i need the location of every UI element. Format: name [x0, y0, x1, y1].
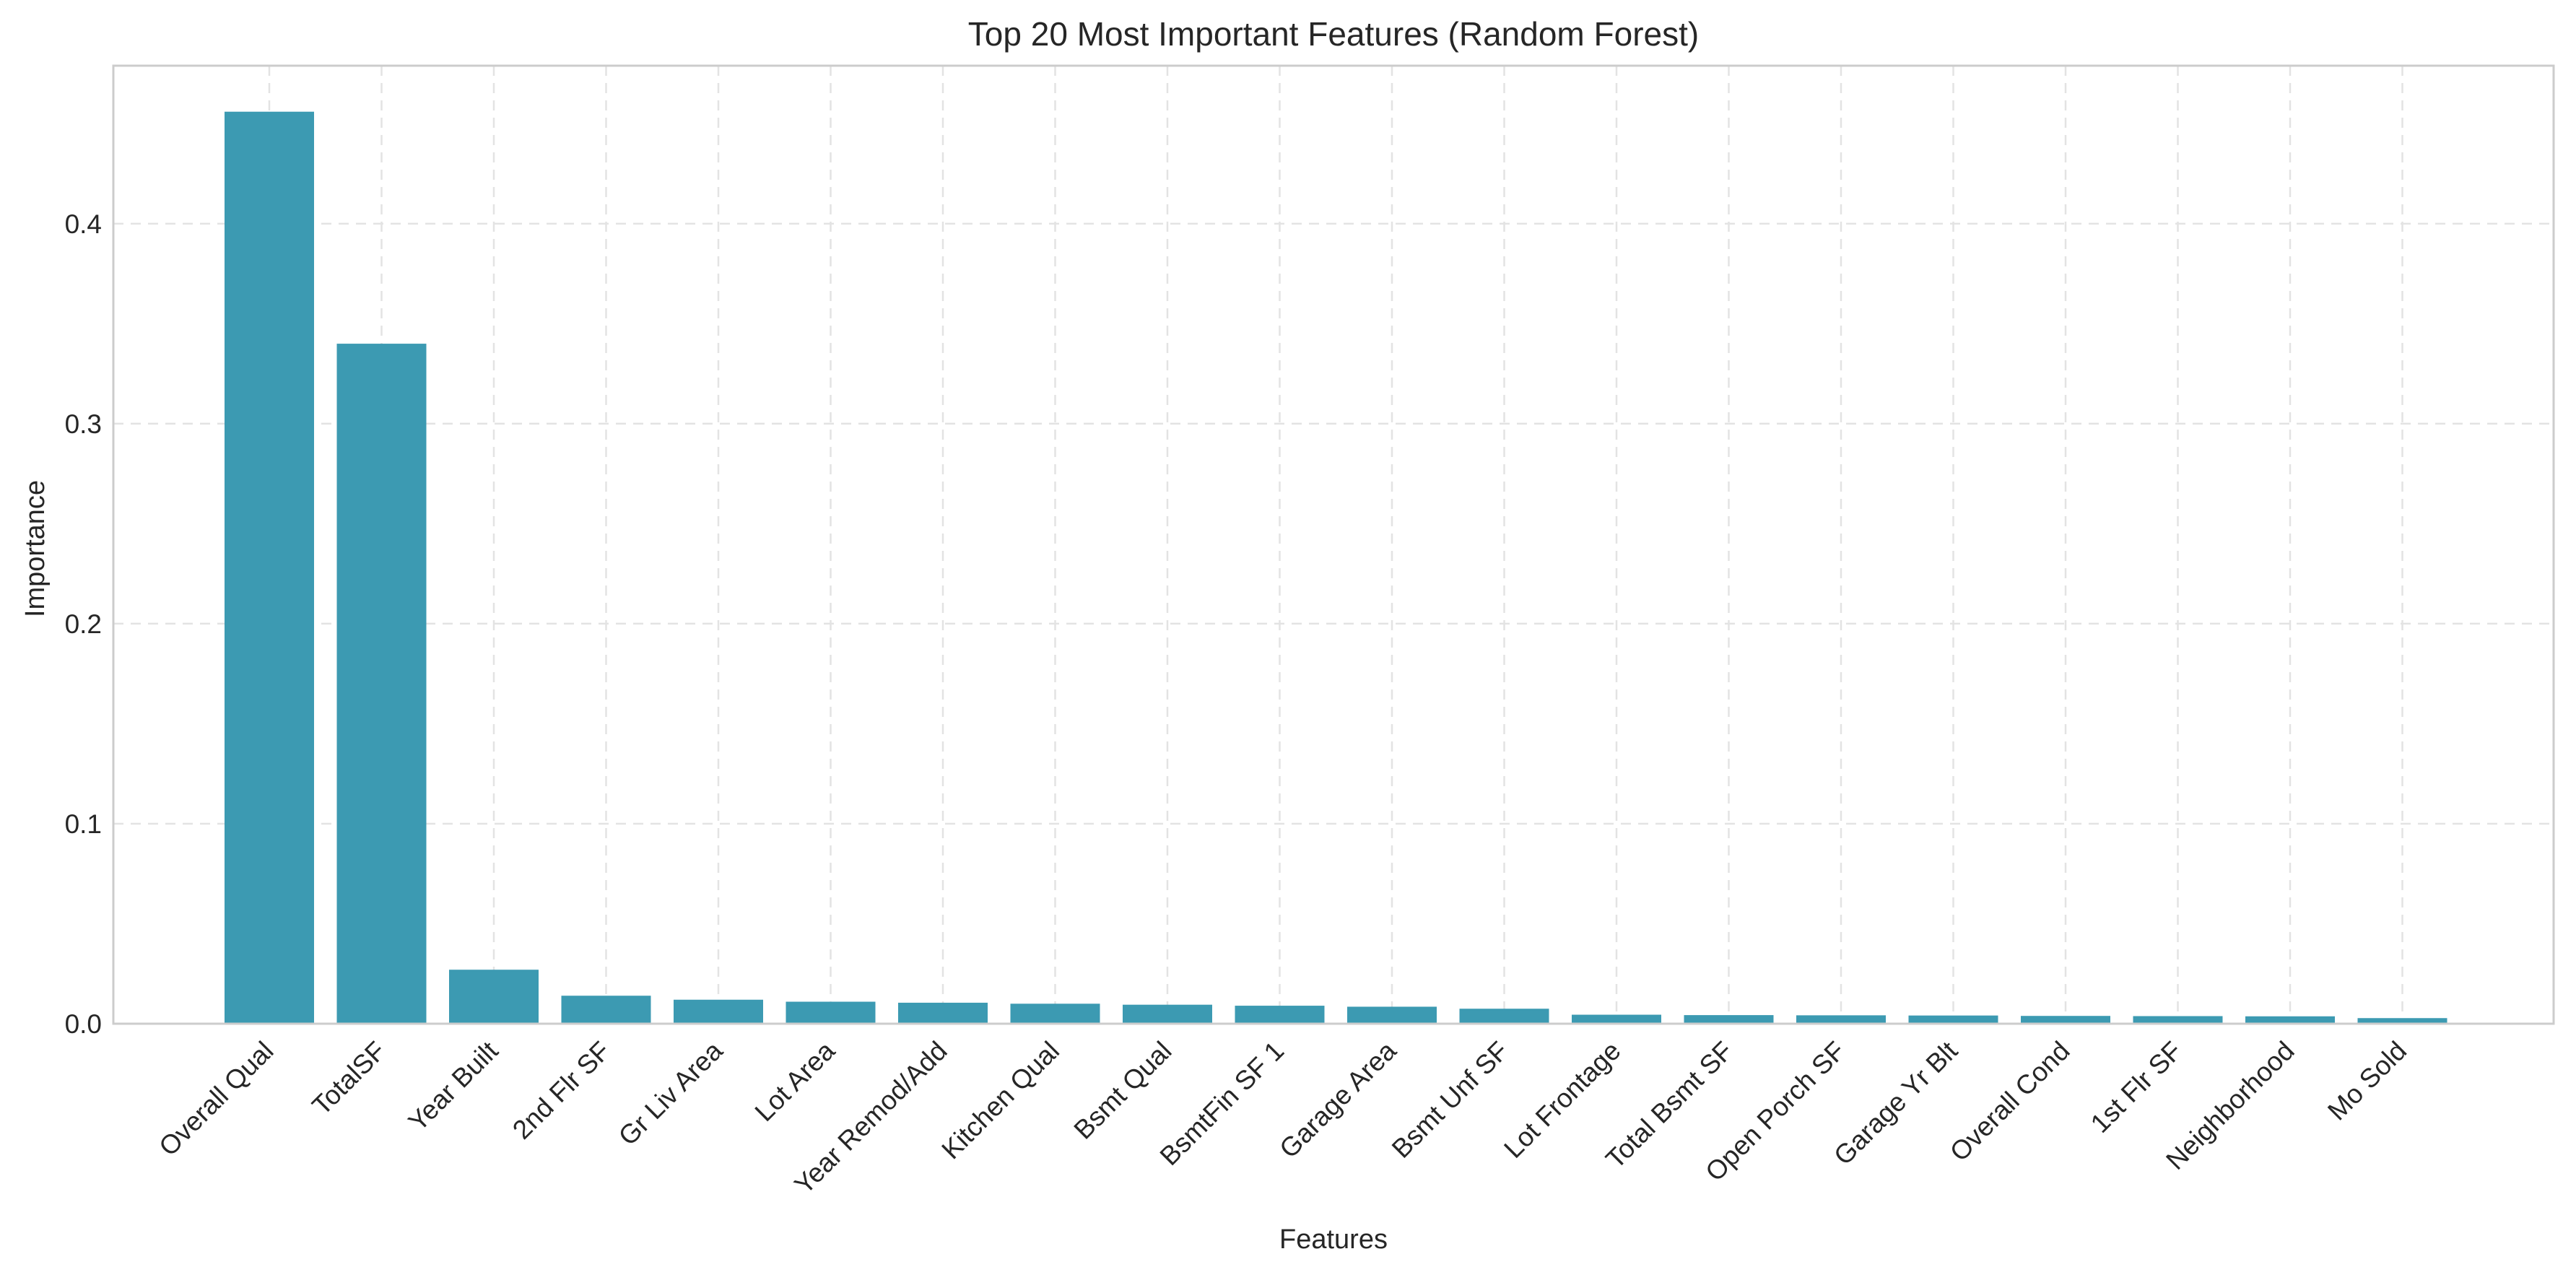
x-tick-label: TotalSF	[306, 1036, 391, 1121]
bar	[449, 970, 539, 1024]
bar	[898, 1002, 988, 1024]
bar	[2245, 1016, 2335, 1024]
x-tick-label: Overall Cond	[1944, 1036, 2076, 1167]
bar	[1459, 1009, 1549, 1024]
x-tick-label: Garage Area	[1274, 1035, 1402, 1164]
bar	[786, 1001, 876, 1024]
bar	[1908, 1015, 1998, 1024]
x-tick-label: Gr Liv Area	[613, 1035, 728, 1151]
x-tick-label: Bsmt Unf SF	[1386, 1036, 1514, 1164]
bar	[2021, 1016, 2110, 1024]
x-tick-label: Mo Sold	[2322, 1036, 2412, 1126]
y-tick-label: 0.2	[65, 609, 102, 639]
bar	[225, 111, 314, 1024]
bar	[1796, 1015, 1886, 1024]
x-tick-label: Kitchen Qual	[936, 1036, 1065, 1165]
bar	[2133, 1016, 2223, 1024]
bar	[1572, 1014, 1661, 1024]
x-tick-label: Lot Frontage	[1498, 1036, 1626, 1164]
x-axis-ticks: Overall Qual TotalSF Year Built 2nd Flr SFG…	[153, 1035, 2412, 1200]
x-tick-label: 2nd Flr SF	[507, 1036, 616, 1145]
bar	[1347, 1006, 1437, 1024]
bar	[1235, 1006, 1325, 1024]
plot-area-frame	[112, 64, 2555, 1025]
x-tick-label: 1st Flr SF	[2085, 1036, 2188, 1138]
bar	[1123, 1004, 1212, 1024]
bar	[674, 999, 763, 1024]
x-axis-label: Features	[1279, 1224, 1388, 1255]
bar	[1010, 1003, 1100, 1024]
bars	[225, 111, 2447, 1024]
bar	[1684, 1015, 1774, 1024]
bar	[2357, 1018, 2447, 1024]
y-tick-label: 0.1	[65, 809, 102, 839]
x-tick-label: Year Built	[403, 1035, 505, 1137]
y-tick-label: 0.0	[65, 1009, 102, 1039]
y-tick-label: 0.3	[65, 409, 102, 439]
x-tick-label: Overall Qual	[153, 1036, 279, 1162]
y-tick-label: 0.4	[65, 209, 102, 239]
chart-title: Top 20 Most Important Features (Random F…	[968, 15, 1699, 53]
x-tick-label: Bsmt Qual	[1069, 1036, 1178, 1145]
bar	[336, 344, 427, 1024]
y-axis-label: Importance	[20, 480, 51, 617]
grid-lines	[113, 66, 2554, 1024]
bar	[561, 996, 651, 1024]
y-axis-ticks: 0.0 0.1 0.2 0.3 0.4	[65, 209, 102, 1039]
x-tick-label: Lot Area	[749, 1035, 841, 1127]
